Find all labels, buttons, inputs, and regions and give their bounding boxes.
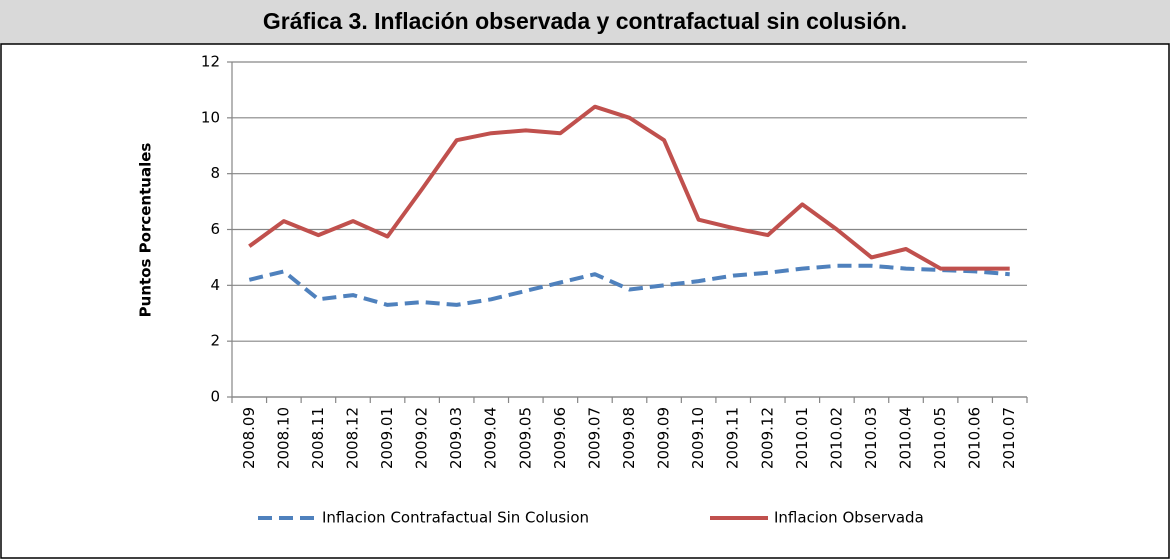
y-tick-label: 6	[210, 220, 220, 238]
y-tick-label: 4	[210, 276, 220, 294]
x-tick-label: 2009.11	[724, 407, 742, 469]
x-tick-label: 2010.04	[897, 407, 915, 469]
x-tick-label: 2009.10	[689, 407, 707, 469]
chart-title: Gráfica 3. Inflación observada y contraf…	[263, 8, 907, 34]
y-tick-label: 0	[210, 388, 220, 406]
x-tick-label: 2010.05	[931, 407, 949, 469]
y-axis-label: Puntos Porcentuales	[137, 143, 155, 318]
y-tick-label: 12	[201, 53, 220, 71]
x-tick-label: 2010.06	[966, 407, 984, 469]
x-tick-label: 2008.11	[309, 407, 327, 469]
x-tick-label: 2008.10	[274, 407, 292, 469]
chart-frame	[0, 43, 1170, 559]
y-tick-label: 8	[210, 164, 220, 182]
y-tick-label: 2	[210, 332, 220, 350]
series-line	[248, 104, 1010, 271]
series-line	[248, 263, 1010, 307]
x-tick-label: 2010.02	[827, 407, 845, 469]
x-tick-label: 2010.01	[793, 407, 811, 469]
x-tick-label: 2009.01	[378, 407, 396, 469]
x-tick-label: 2009.03	[447, 407, 465, 469]
legend-label: Inflacion Observada	[774, 509, 924, 527]
x-tick-label: 2009.02	[413, 407, 431, 469]
x-tick-label: 2008.09	[240, 407, 258, 469]
legend-label: Inflacion Contrafactual Sin Colusion	[322, 509, 589, 527]
x-tick-label: 2010.07	[1000, 407, 1018, 469]
x-tick-label: 2009.09	[655, 407, 673, 469]
x-tick-label: 2009.07	[585, 407, 603, 469]
title-bar	[0, 0, 1170, 44]
x-tick-label: 2008.12	[343, 407, 361, 469]
y-tick-label: 10	[201, 108, 220, 126]
x-tick-label: 2009.12	[758, 407, 776, 469]
x-tick-label: 2009.04	[482, 407, 500, 469]
x-tick-label: 2009.06	[551, 407, 569, 469]
x-tick-label: 2009.08	[620, 407, 638, 469]
x-tick-label: 2010.03	[862, 407, 880, 469]
x-tick-label: 2009.05	[516, 407, 534, 469]
